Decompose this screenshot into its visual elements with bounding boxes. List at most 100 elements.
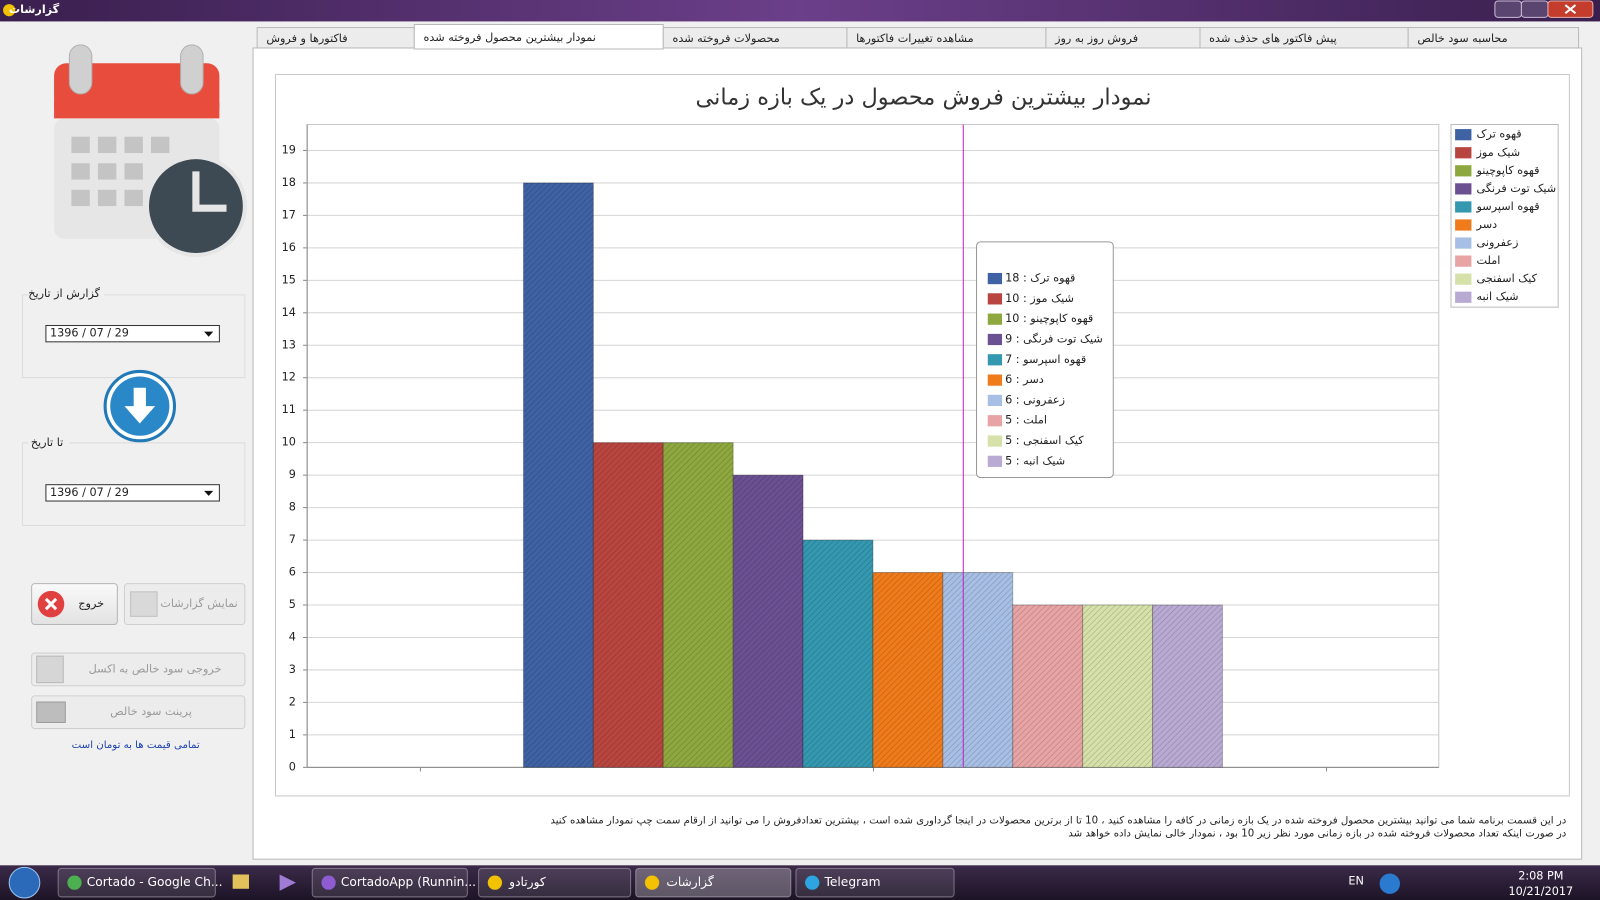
app-icon [3, 4, 16, 17]
legend-label: قهوه ترک [1477, 128, 1522, 141]
to-date-combo[interactable] [45, 484, 220, 502]
y-tick-label: 16 [282, 241, 296, 254]
to-date: 1396 / 07 / 29 [50, 486, 129, 499]
tooltip-swatch [987, 272, 1003, 285]
help-icon[interactable] [1379, 873, 1400, 894]
legend-label: قهوه اسپرسو [1476, 200, 1540, 213]
language: EN [1348, 875, 1363, 888]
y-tick-label: 19 [282, 143, 296, 156]
y-tick-label: 1 [289, 728, 296, 741]
y-tick-label: 2 [289, 695, 296, 708]
legend-swatch [1455, 273, 1472, 285]
y-tick-label: 9 [289, 468, 296, 481]
explorer-icon[interactable] [232, 874, 249, 889]
tooltip-swatch [987, 293, 1003, 305]
from-date-combo[interactable] [45, 325, 220, 343]
y-tick-label: 10 [282, 436, 296, 449]
label-bg [28, 285, 105, 303]
bar [872, 572, 944, 768]
print-button[interactable] [31, 695, 246, 730]
taskbar-item-icon [487, 875, 503, 890]
tooltip-label: قهوه ترک : 18 [1005, 272, 1075, 285]
footer-line: در صورت اینکه تعداد محصولات فروخته شده د… [1068, 829, 1566, 840]
tooltip-swatch [987, 354, 1003, 366]
y-tick-label: 18 [282, 176, 296, 189]
currency-note: تمامی قیمت ها به تومان است [72, 740, 200, 751]
dropdown-arrow [204, 490, 214, 496]
tab-label: محصولات فروخته شده [672, 32, 779, 45]
tooltip-label: کیک اسفنجی : 5 [1005, 434, 1084, 447]
legend-swatch [1455, 237, 1472, 249]
legend-swatch [1455, 183, 1472, 195]
taskbar-item[interactable] [478, 867, 632, 898]
taskbar-item[interactable] [635, 867, 792, 898]
legend-label: قهوه کاپوچینو [1476, 164, 1540, 177]
legend-label: شیک موز [1476, 146, 1521, 159]
tooltip-label: قهوه کاپوچینو : 10 [1005, 312, 1093, 325]
y-tick-label: 13 [282, 338, 296, 351]
tab[interactable] [1407, 27, 1580, 49]
exit-label: خروج [78, 597, 104, 610]
legend-label: شیک انبه [1477, 290, 1519, 303]
bar [1082, 604, 1154, 768]
tab[interactable] [413, 23, 664, 50]
print-icon [36, 701, 66, 723]
taskbar-item-icon [805, 875, 820, 890]
taskbar-item[interactable] [795, 867, 955, 898]
bar [1152, 604, 1223, 768]
taskbar-item-label: Telegram [823, 875, 880, 889]
bar [732, 474, 804, 768]
bar [942, 572, 1014, 768]
tab-label: فاکتورها و فروش [266, 32, 347, 45]
tooltip-label: دسر : 6 [1005, 373, 1044, 386]
bar [522, 182, 594, 768]
clock-date: 10/21/2017 [1508, 885, 1573, 898]
bar [802, 539, 874, 768]
tooltip-swatch [987, 415, 1003, 427]
bar [1012, 604, 1084, 768]
taskbar-item-label: CortadoApp (Runnin... [341, 875, 476, 889]
y-tick-label: 0 [289, 760, 296, 773]
exit-icon-x [44, 597, 58, 611]
y-tick-label: 7 [289, 533, 296, 546]
y-tick-label: 4 [289, 630, 296, 643]
taskbar-item[interactable] [57, 867, 216, 898]
bar [662, 442, 734, 768]
excel-button[interactable] [31, 652, 246, 687]
legend-swatch [1455, 291, 1472, 303]
tooltip-swatch [987, 435, 1003, 447]
taskbar-item-label: Cortado - Google Ch... [87, 875, 223, 889]
legend-swatch [1455, 255, 1472, 267]
vs-icon[interactable] [279, 874, 296, 891]
close-icon [1564, 4, 1577, 15]
legend-swatch [1455, 219, 1472, 231]
legend-label: دسر [1476, 218, 1498, 231]
bar [592, 442, 664, 768]
taskbar-items: Cortado - Google Ch... CortadoApp (Runnin… [57, 867, 955, 898]
from-label: گزارش از تاریخ [28, 286, 100, 300]
taskbar [0, 865, 1600, 900]
from-date: 1396 / 07 / 29 [50, 327, 129, 340]
y-tick-label: 11 [282, 403, 296, 416]
dropdown-arrow [204, 331, 214, 337]
maximize-button[interactable] [1520, 0, 1549, 18]
tab-label: فروش روز به روز [1054, 32, 1138, 45]
arrow-shape [124, 387, 156, 424]
tooltip-swatch [987, 374, 1003, 386]
tooltip-label: شیک انبه : 5 [1005, 454, 1065, 467]
tooltip-label: املت : 5 [1005, 414, 1047, 427]
title-bar [0, 0, 1600, 22]
tooltip-swatch [987, 455, 1003, 467]
legend-swatch [1455, 147, 1472, 159]
minimize-button[interactable] [1494, 0, 1522, 18]
legend-swatch [1455, 129, 1472, 141]
tooltip-box [976, 241, 1114, 479]
y-tick-label: 12 [282, 371, 296, 384]
start-button[interactable] [8, 866, 41, 899]
taskbar-item-icon [644, 875, 660, 890]
taskbar-item[interactable] [311, 867, 468, 898]
legend-label: کیک اسفنجی [1477, 272, 1538, 285]
to-group [21, 442, 246, 527]
